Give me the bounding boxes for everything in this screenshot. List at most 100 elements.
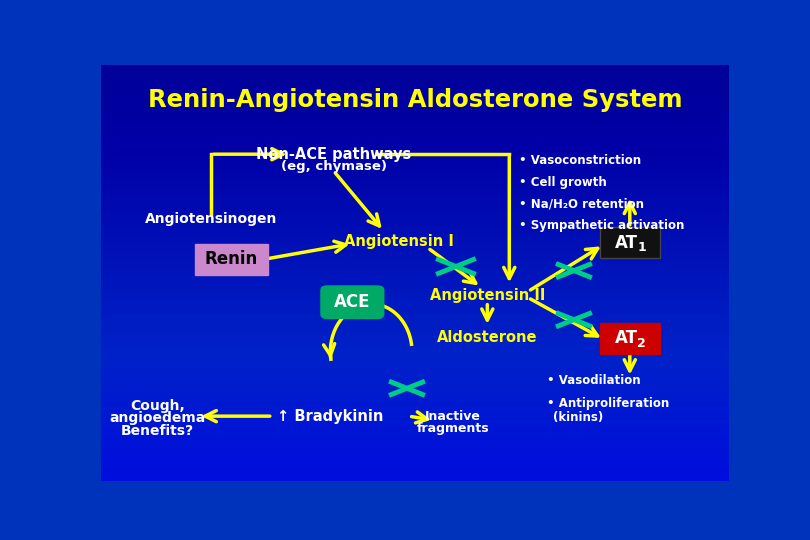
Bar: [101, 170, 729, 174]
Bar: [101, 60, 729, 65]
Bar: [101, 435, 729, 438]
Bar: [101, 94, 729, 98]
Bar: [101, 132, 729, 136]
Bar: [101, 287, 729, 292]
Bar: [101, 69, 729, 73]
Bar: [101, 246, 729, 249]
Text: AT: AT: [615, 329, 637, 347]
Bar: [101, 447, 729, 451]
Bar: [101, 128, 729, 132]
Bar: [101, 321, 729, 325]
Bar: [101, 405, 729, 409]
Bar: [101, 342, 729, 346]
Bar: [101, 237, 729, 241]
Bar: [101, 422, 729, 426]
Text: • Vasodilation: • Vasodilation: [547, 374, 641, 387]
Bar: [101, 174, 729, 178]
Text: • Na/H₂O retention: • Na/H₂O retention: [518, 197, 644, 210]
Text: Angiotensin I: Angiotensin I: [344, 234, 454, 249]
Bar: [101, 166, 729, 170]
Bar: [101, 73, 729, 77]
Bar: [101, 388, 729, 393]
Bar: [101, 472, 729, 476]
Text: AT: AT: [615, 234, 637, 252]
Bar: [101, 119, 729, 124]
Bar: [101, 346, 729, 350]
Bar: [101, 149, 729, 153]
Bar: [101, 140, 729, 145]
Bar: [101, 430, 729, 434]
Bar: [101, 300, 729, 304]
Bar: [101, 266, 729, 271]
Bar: [101, 414, 729, 417]
FancyBboxPatch shape: [195, 244, 267, 275]
Text: Renin: Renin: [205, 250, 258, 268]
Bar: [101, 208, 729, 212]
Bar: [101, 225, 729, 228]
Bar: [101, 199, 729, 204]
Text: Non-ACE pathways: Non-ACE pathways: [256, 147, 411, 161]
Bar: [101, 325, 729, 329]
Bar: [101, 292, 729, 296]
Text: (kinins): (kinins): [553, 411, 603, 424]
Bar: [101, 460, 729, 464]
Bar: [101, 262, 729, 266]
Bar: [101, 204, 729, 207]
Bar: [101, 409, 729, 414]
Text: Cough,: Cough,: [130, 399, 185, 413]
Text: Renin-Angiotensin Aldosterone System: Renin-Angiotensin Aldosterone System: [148, 88, 682, 112]
Bar: [101, 145, 729, 149]
Bar: [101, 271, 729, 275]
Text: Angiotensinogen: Angiotensinogen: [145, 212, 277, 226]
Text: ACE: ACE: [334, 293, 371, 311]
Bar: [101, 438, 729, 443]
Bar: [101, 313, 729, 317]
Bar: [101, 372, 729, 376]
Bar: [101, 107, 729, 111]
Bar: [101, 183, 729, 187]
Text: Angiotensin II: Angiotensin II: [429, 288, 545, 303]
Bar: [101, 334, 729, 338]
Bar: [101, 284, 729, 287]
Bar: [101, 338, 729, 342]
Bar: [101, 90, 729, 94]
Bar: [101, 65, 729, 69]
Bar: [101, 111, 729, 115]
Bar: [101, 279, 729, 283]
FancyBboxPatch shape: [600, 227, 660, 258]
Bar: [101, 304, 729, 308]
Text: 2: 2: [637, 336, 646, 350]
Bar: [101, 359, 729, 363]
Bar: [101, 103, 729, 107]
Bar: [101, 426, 729, 430]
Bar: [101, 393, 729, 396]
Bar: [101, 136, 729, 140]
Bar: [101, 77, 729, 82]
Bar: [101, 384, 729, 388]
Bar: [101, 376, 729, 380]
Bar: [101, 187, 729, 191]
Bar: [101, 254, 729, 258]
Bar: [101, 275, 729, 279]
Bar: [101, 258, 729, 262]
Text: Benefits?: Benefits?: [122, 424, 194, 438]
Bar: [101, 115, 729, 119]
Bar: [101, 228, 729, 233]
Text: • Vasoconstriction: • Vasoconstriction: [518, 154, 641, 167]
Bar: [101, 241, 729, 245]
Text: • Sympathetic activation: • Sympathetic activation: [518, 219, 684, 232]
Bar: [101, 317, 729, 321]
Bar: [101, 86, 729, 90]
Bar: [101, 153, 729, 157]
Bar: [101, 220, 729, 225]
Text: (eg, chymase): (eg, chymase): [280, 160, 386, 173]
Text: • Cell growth: • Cell growth: [518, 176, 607, 188]
Text: • Antiproliferation: • Antiproliferation: [547, 397, 669, 410]
Bar: [101, 417, 729, 422]
Bar: [101, 249, 729, 254]
Bar: [101, 455, 729, 460]
Bar: [101, 308, 729, 313]
Bar: [101, 157, 729, 161]
Bar: [101, 195, 729, 199]
Bar: [101, 178, 729, 183]
